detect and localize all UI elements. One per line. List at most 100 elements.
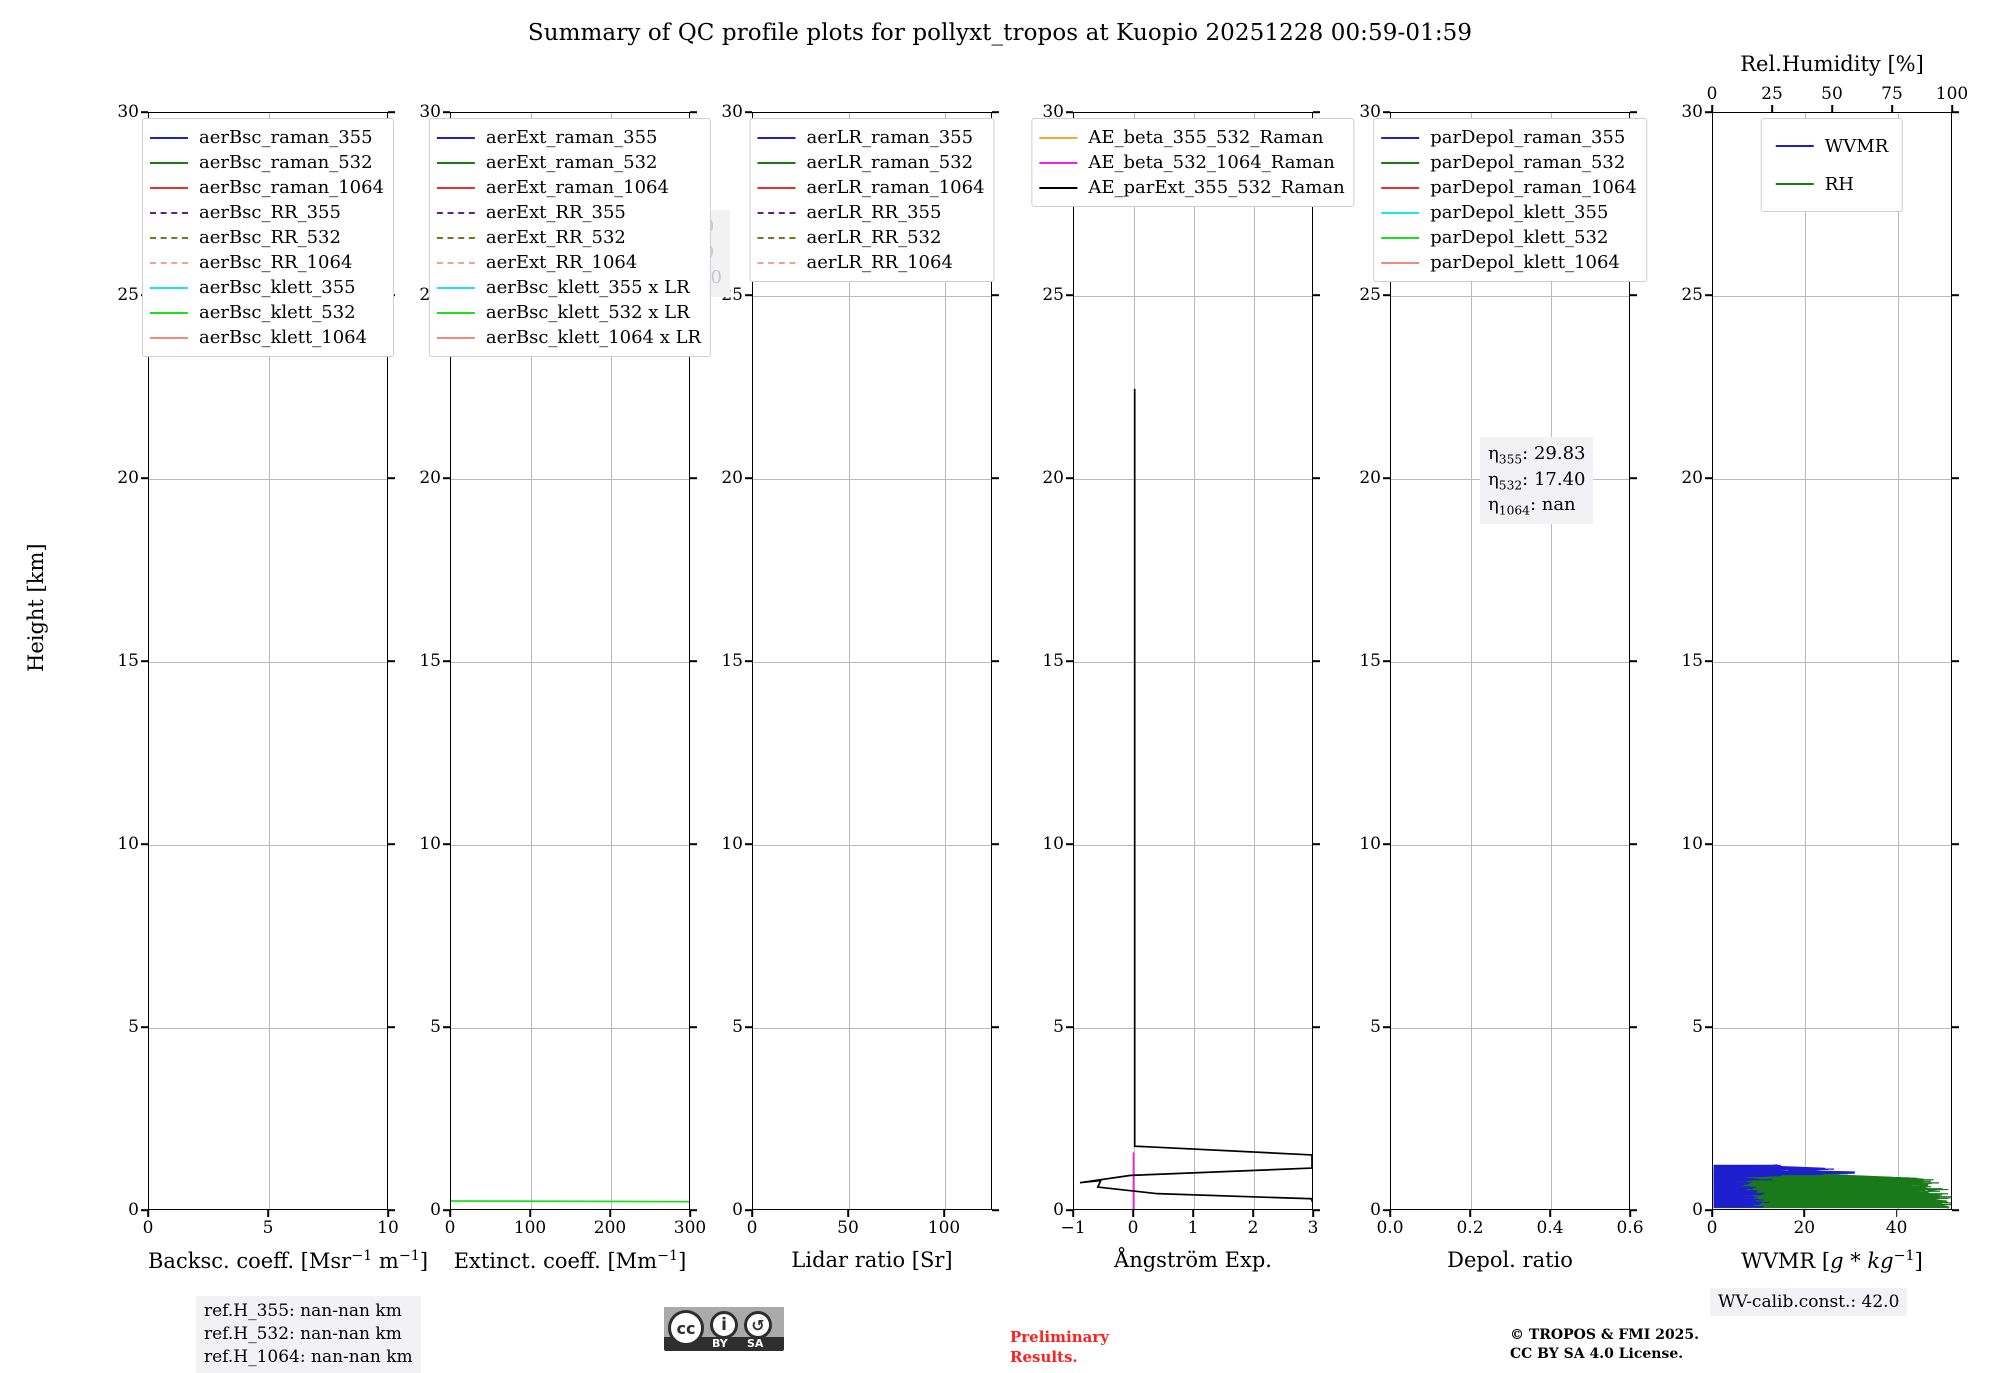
wv-calibration-annotation: WV-calib.const.: 42.0	[1710, 1288, 1908, 1316]
data-curves-extinction	[451, 113, 689, 1209]
y-tick-mark-right	[1952, 843, 1959, 845]
legend-item-label: AE_beta_355_532_Raman	[1088, 127, 1324, 148]
legend-item[interactable]: aerBsc_RR_355	[149, 200, 384, 225]
annotation-value: : 29.83	[1522, 443, 1586, 464]
y-tick-label: 15	[419, 651, 441, 671]
legend-color-swatch-icon	[1039, 136, 1078, 139]
legend-item[interactable]: aerBsc_raman_355	[149, 125, 384, 150]
legend-backscatter: aerBsc_raman_355 aerBsc_raman_532 aerBsc_r…	[141, 118, 395, 357]
y-tick-mark	[141, 477, 148, 479]
legend-item[interactable]: aerBsc_klett_355 x LR	[436, 275, 701, 300]
y-tick-label: 5	[732, 1017, 743, 1037]
y-tick-mark-right	[1630, 111, 1637, 113]
legend-item[interactable]: parDepol_klett_532	[1381, 225, 1637, 250]
legend-item[interactable]: aerLR_raman_355	[757, 125, 984, 150]
legend-item[interactable]: aerExt_RR_355	[436, 200, 701, 225]
legend-item[interactable]: aerBsc_raman_1064	[149, 175, 384, 200]
legend-color-swatch-icon	[436, 211, 475, 214]
legend-color-swatch-icon	[1381, 261, 1420, 264]
y-tick-mark	[1066, 1026, 1073, 1028]
annotation-symbol: η	[1488, 468, 1499, 490]
plot-area-wvmr	[1712, 112, 1952, 1210]
legend-item[interactable]: aerExt_raman_532	[436, 150, 701, 175]
y-tick-mark	[745, 477, 752, 479]
y-tick-mark	[1705, 294, 1712, 296]
x-tick-label: 0	[1127, 1218, 1139, 1238]
gridline-horizontal	[753, 296, 991, 297]
plot-panel-depol-ratio: 0 5 10 15 20 25 30 0.0 0.2 0.4 0.6 Depol. ratio parD…	[1359, 102, 1647, 1272]
y-tick-mark-right	[1952, 660, 1959, 662]
x-axis-label: Extinct. coeff. [Mm−1]	[453, 1248, 687, 1273]
y-tick-label: 20	[1359, 468, 1381, 488]
gridline-horizontal	[1391, 845, 1629, 846]
legend-item[interactable]: aerLR_RR_532	[757, 225, 984, 250]
legend-item-label: aerExt_RR_355	[485, 202, 626, 223]
y-tick-mark	[1383, 660, 1390, 662]
legend-item[interactable]: parDepol_raman_355	[1381, 125, 1637, 150]
legend-item[interactable]: aerBsc_raman_532	[149, 150, 384, 175]
x-tick-mark	[847, 1210, 849, 1217]
legend-color-swatch-icon	[436, 261, 475, 264]
x-tick-label: 0	[444, 1218, 456, 1238]
gridline-horizontal	[451, 845, 689, 846]
legend-item[interactable]: parDepol_klett_355	[1381, 200, 1637, 225]
legend-color-swatch-icon	[149, 261, 188, 264]
legend-item[interactable]: WVMR	[1775, 127, 1888, 165]
legend-color-swatch-icon	[149, 136, 188, 139]
legend-item[interactable]: aerLR_raman_1064	[757, 175, 985, 200]
legend-item[interactable]: aerExt_RR_532	[436, 225, 701, 250]
y-tick-mark-right	[690, 660, 697, 662]
legend-item[interactable]: parDepol_raman_532	[1381, 150, 1637, 175]
legend-item-label: parDepol_raman_355	[1430, 127, 1626, 148]
legend-item[interactable]: aerExt_raman_1064	[436, 175, 701, 200]
gridline-horizontal	[149, 845, 387, 846]
top-x-tick-mark	[1891, 105, 1893, 112]
x-tick-label: 0.2	[1456, 1218, 1484, 1238]
legend-item[interactable]: parDepol_raman_1064	[1381, 175, 1637, 200]
x-tick-mark	[1312, 1210, 1314, 1217]
legend-item[interactable]: RH	[1775, 165, 1888, 203]
y-tick-label: 0	[1370, 1200, 1381, 1220]
y-tick-mark	[141, 111, 148, 113]
legend-item-label: aerBsc_klett_532	[198, 302, 356, 323]
top-x-tick-label: 50	[1821, 84, 1843, 104]
legend-item[interactable]: aerBsc_klett_1064	[149, 325, 384, 350]
gridline-horizontal	[451, 662, 689, 663]
legend-item[interactable]: aerBsc_RR_532	[149, 225, 384, 250]
y-tick-mark	[1066, 477, 1073, 479]
legend-item[interactable]: aerBsc_klett_1064 x LR	[436, 325, 701, 350]
legend-lidar-ratio: aerLR_raman_355 aerLR_raman_532 aerLR_rama…	[749, 118, 995, 282]
legend-item[interactable]: aerLR_RR_1064	[757, 250, 984, 275]
legend-item[interactable]: AE_beta_355_532_Raman	[1039, 125, 1344, 150]
y-tick-mark	[1383, 111, 1390, 113]
legend-item[interactable]: aerLR_raman_532	[757, 150, 984, 175]
gridline-vertical	[849, 113, 850, 1209]
gridline-horizontal	[1391, 296, 1629, 297]
y-tick-mark-right	[690, 477, 697, 479]
legend-item[interactable]: aerBsc_klett_532	[149, 300, 384, 325]
x-axis-label: Depol. ratio	[1447, 1248, 1573, 1272]
legend-item-label: aerExt_raman_1064	[485, 177, 669, 198]
legend-item[interactable]: AE_parExt_355_532_Raman	[1039, 175, 1345, 200]
legend-color-swatch-icon	[149, 161, 188, 164]
gridline-vertical	[945, 113, 946, 1209]
legend-item-label: aerBsc_klett_532 x LR	[485, 302, 690, 323]
legend-item[interactable]: parDepol_klett_1064	[1381, 250, 1637, 275]
legend-item[interactable]: AE_beta_532_1064_Raman	[1039, 150, 1344, 175]
y-tick-mark-right	[388, 477, 395, 479]
legend-item[interactable]: aerLR_RR_355	[757, 200, 984, 225]
legend-item[interactable]: aerExt_RR_1064	[436, 250, 701, 275]
legend-item[interactable]: aerBsc_klett_355	[149, 275, 384, 300]
legend-item[interactable]: aerBsc_RR_1064	[149, 250, 384, 275]
x-tick-mark	[1132, 1210, 1134, 1217]
x-tick-mark	[1895, 1210, 1898, 1217]
y-tick-label: 20	[117, 468, 139, 488]
gridline-horizontal	[1074, 845, 1312, 846]
x-tick-mark	[387, 1210, 389, 1217]
y-tick-label: 0	[1053, 1200, 1064, 1220]
legend-item[interactable]: aerBsc_klett_532 x LR	[436, 300, 701, 325]
legend-extinction: aerExt_raman_355 aerExt_raman_532 aerExt_r…	[428, 118, 712, 357]
legend-item[interactable]: aerExt_raman_355	[436, 125, 701, 150]
legend-angstrom: AE_beta_355_532_Raman AE_beta_532_1064_Ra…	[1031, 118, 1355, 207]
legend-item-label: aerLR_raman_532	[806, 152, 974, 173]
